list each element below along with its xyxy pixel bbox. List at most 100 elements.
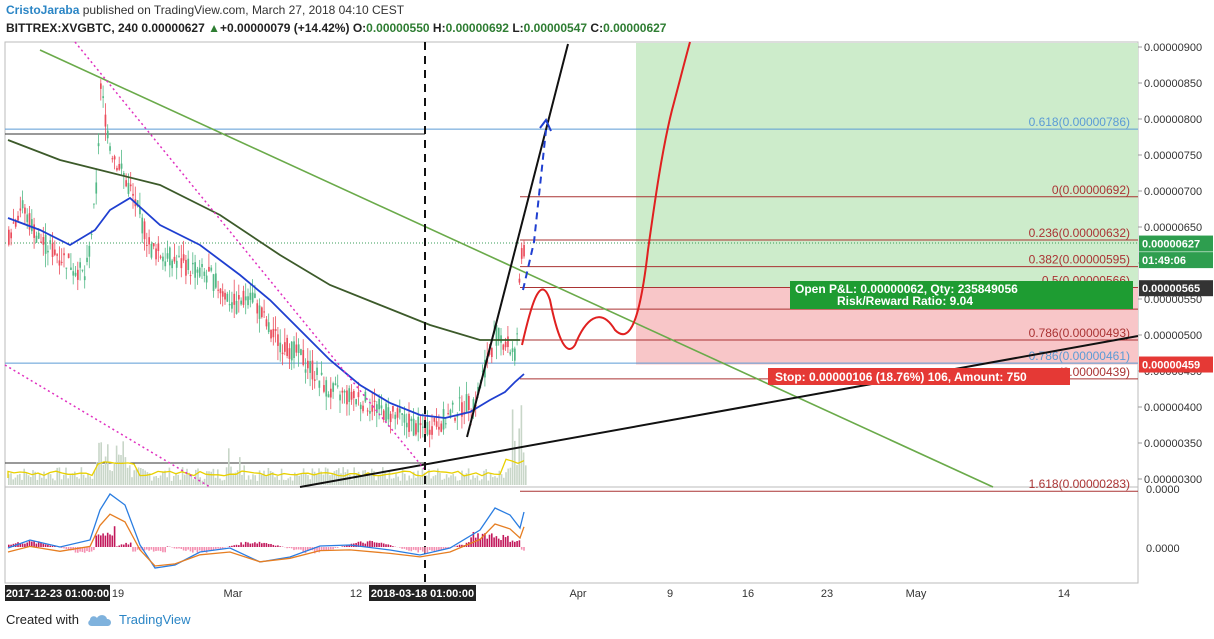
candle-body	[277, 334, 279, 346]
candle-body	[265, 319, 268, 327]
volume-bar	[368, 474, 371, 485]
macd-histogram-bar	[387, 544, 390, 547]
macd-histogram-bar	[212, 547, 215, 551]
candle-body	[353, 390, 355, 399]
macd-histogram-bar	[79, 547, 81, 552]
volume-bar	[360, 475, 362, 485]
volume-bar	[250, 479, 252, 485]
date-highlight	[369, 585, 476, 601]
volume-bar	[375, 480, 377, 485]
candle-body	[217, 289, 219, 291]
macd-histogram-bar	[472, 531, 475, 547]
created-with-label: Created with	[6, 612, 79, 627]
volume-bar	[58, 467, 61, 485]
publish-info: published on TradingView.com, March 27, …	[82, 3, 405, 17]
volume-bar	[516, 465, 518, 485]
volume-bar	[137, 467, 140, 485]
macd-histogram-bar	[102, 533, 104, 547]
volume-bar	[503, 477, 505, 485]
candle-body	[449, 409, 452, 418]
volume-bar	[434, 475, 437, 485]
open-label: O:	[352, 21, 367, 35]
volume-bar	[472, 475, 474, 485]
macd-histogram-bar	[297, 547, 300, 550]
volume-bar	[461, 470, 463, 485]
volume-bar	[146, 472, 149, 485]
candle-body	[477, 386, 479, 394]
volume-bar	[441, 479, 443, 485]
volume-bar	[256, 480, 259, 485]
volume-bar	[76, 477, 78, 485]
volume-bar	[318, 468, 320, 485]
candle-body	[24, 207, 26, 214]
volume-bar	[234, 472, 237, 485]
price-chart[interactable]: 0.618(0.00000786) 0(0.00000692) 0.236(0.00…	[0, 0, 1214, 610]
volume-bar	[349, 474, 351, 485]
volume-bar	[415, 477, 417, 485]
candle-body	[171, 260, 173, 269]
volume-bar	[483, 470, 485, 485]
candle-body	[481, 370, 484, 372]
open-value: 0.00000550	[366, 21, 430, 35]
macd-histogram-bar	[267, 543, 270, 547]
macd-histogram-bar	[516, 541, 518, 547]
candle-body	[63, 253, 65, 256]
volume-bar	[511, 409, 514, 485]
author-link[interactable]: CristoJaraba	[6, 3, 80, 17]
candle-body	[244, 296, 247, 301]
candle-body	[399, 408, 401, 413]
candle-body	[162, 256, 164, 262]
dotted-downtrend-line	[74, 41, 426, 471]
volume-bar	[357, 471, 360, 485]
candle-body	[79, 262, 81, 268]
y-tick-label: 0.00000400	[1144, 402, 1202, 414]
volume-bar	[489, 473, 492, 485]
volume-bar	[12, 479, 14, 485]
candle-body	[339, 394, 341, 401]
candle-body	[42, 237, 45, 245]
volume-bar	[382, 467, 384, 485]
candle-body	[8, 229, 10, 245]
volume-bar	[481, 479, 483, 485]
macd-histogram-bar	[481, 533, 484, 547]
volume-bar	[155, 475, 157, 485]
macd-histogram-bar	[341, 546, 344, 547]
volume-bar	[131, 477, 133, 485]
candle-body	[166, 253, 169, 259]
volume-bar	[276, 475, 278, 485]
candle-body	[272, 328, 275, 338]
candle-body	[187, 258, 190, 271]
candle-body	[350, 391, 353, 400]
volume-bar	[60, 479, 63, 485]
candle-body	[224, 292, 226, 300]
candle-body	[44, 234, 47, 254]
macd-histogram-bar	[95, 535, 97, 547]
macd-histogram-bar	[118, 545, 120, 547]
ascending-support-line	[299, 335, 1139, 488]
candle-body	[263, 311, 265, 313]
macd-histogram-bar	[125, 542, 127, 547]
volume-bar	[320, 471, 322, 485]
macd-histogram-bar	[405, 547, 408, 550]
volume-bar	[450, 475, 452, 485]
volume-bar	[230, 466, 232, 485]
volume-bar	[120, 455, 122, 485]
volume-bar	[14, 477, 17, 485]
macd-histogram-bar	[104, 535, 107, 547]
candle-body	[288, 348, 291, 359]
candle-body	[410, 418, 413, 422]
candle-body	[518, 278, 521, 283]
candle-body	[111, 158, 114, 160]
macd-histogram-bar	[290, 547, 293, 549]
volume-bar	[179, 479, 182, 485]
candle-body	[249, 292, 252, 300]
candle-body	[51, 243, 54, 257]
volume-bar	[426, 475, 428, 485]
volume-bar	[102, 464, 105, 485]
candle-body	[93, 203, 95, 205]
volume-bar	[148, 473, 151, 485]
macd-histogram-bar	[479, 538, 482, 547]
tradingview-link[interactable]: TradingView	[118, 612, 191, 627]
candle-body	[415, 423, 417, 435]
macd-histogram-bar	[203, 547, 206, 552]
